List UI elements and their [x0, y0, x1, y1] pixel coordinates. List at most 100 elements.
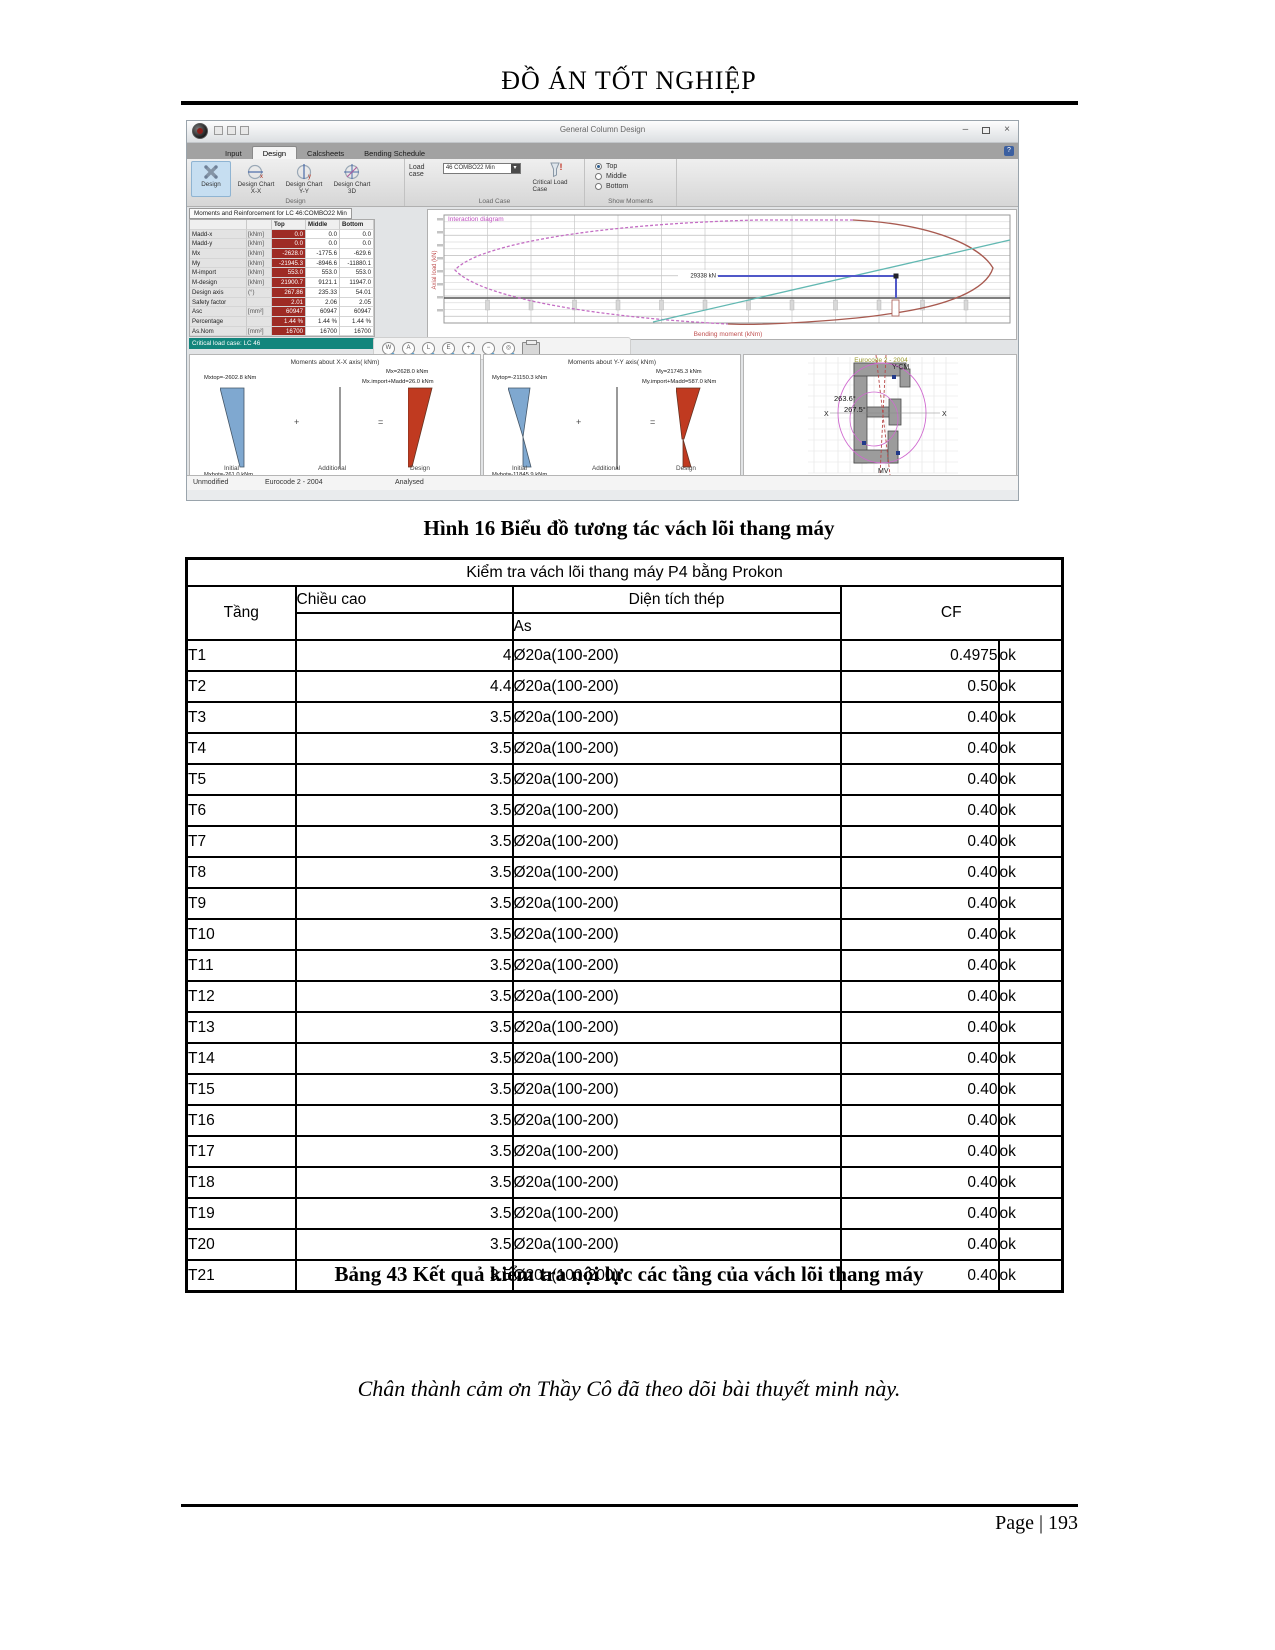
height-cell: 3.5: [294, 1259, 514, 1293]
status-cell: ok: [997, 1228, 1064, 1261]
result-middle-value: 9121.1: [306, 278, 340, 288]
ribbon-group-show-moments: Top Middle Bottom Show Moments: [585, 159, 677, 206]
radio-icon[interactable]: [595, 182, 602, 190]
floor-cell: T10: [185, 918, 297, 951]
floor-cell: T13: [185, 1011, 297, 1044]
cf-cell: 0.40: [839, 825, 1000, 858]
show-moments-option-middle[interactable]: Middle: [595, 171, 672, 181]
status-cell: ok: [997, 732, 1064, 765]
status-cell: ok: [997, 639, 1064, 672]
table-caption: Bảng 43 Kết quả kiểm tra nội lực các tần…: [334, 1262, 924, 1286]
app-menu-orb[interactable]: [192, 123, 208, 139]
result-middle-value: 2.06: [306, 297, 340, 308]
results-tab-header[interactable]: Moments and Reinforcement for LC 46:COMB…: [189, 208, 352, 219]
steel-area-cell: Ø20a(100-200): [511, 918, 842, 951]
tab-design[interactable]: Design: [251, 146, 298, 159]
status-cell: ok: [997, 887, 1064, 920]
tab-bending-schedule[interactable]: Bending Schedule: [364, 149, 426, 158]
chart-3d-icon: [344, 164, 360, 180]
ribbon-group-load-case: Load case 46 COMBO22 Min ▾ ! Critical Lo…: [405, 159, 585, 206]
result-unit: [247, 316, 272, 327]
results-row: Safety factor 2.01 2.06 2.05: [190, 297, 374, 308]
tab-input[interactable]: Input: [225, 149, 242, 158]
qat-icon[interactable]: [214, 126, 223, 135]
table-row: T13 3.5 Ø20a(100-200) 0.40 ok: [185, 1011, 1064, 1044]
close-button[interactable]: ×: [1004, 124, 1010, 135]
result-middle-value: 235.33: [306, 287, 340, 298]
result-label: Asc: [190, 307, 247, 317]
critical-load-case-button[interactable]: ! Critical Load Case: [533, 161, 580, 193]
axis-right-label: X: [942, 411, 947, 418]
load-case-dropdown[interactable]: 46 COMBO22 Min ▾: [442, 163, 521, 174]
my-import-label: My.import+Madd=587.0 kNm: [642, 379, 717, 385]
load-case-group-label: Load Case: [478, 198, 511, 205]
app-content: Moments and Reinforcement for LC 46:COMB…: [187, 207, 1018, 490]
plus-operator: +: [294, 417, 300, 427]
table-row: T5 3.5 Ø20a(100-200) 0.40 ok: [185, 763, 1064, 796]
steel-area-cell: Ø20a(100-200): [511, 887, 842, 920]
result-top-value: -21945.3: [272, 258, 306, 269]
height-cell: 3.5: [294, 825, 514, 858]
design-chart-yy-button[interactable]: y Design Chart Y-Y: [281, 161, 327, 197]
status-cell: ok: [997, 856, 1064, 889]
additional-caption: Additional: [592, 465, 621, 472]
col-header-as: As: [511, 612, 842, 641]
table-row: T20 3.5 Ø20a(100-200) 0.40 ok: [185, 1228, 1064, 1261]
table-row: T16 3.5 Ø20a(100-200) 0.40 ok: [185, 1104, 1064, 1137]
steel-area-cell: Ø20a(100-200): [511, 763, 842, 796]
steel-area-cell: Ø20a(100-200): [511, 701, 842, 734]
interaction-curve-right: [727, 219, 994, 325]
minimize-button[interactable]: –: [962, 124, 969, 135]
cf-cell: 0.40: [839, 1135, 1000, 1168]
radio-icon[interactable]: [595, 162, 602, 170]
col-header-empty: [294, 612, 514, 641]
height-cell: 3.5: [294, 949, 514, 982]
table-row: T12 3.5 Ø20a(100-200) 0.40 ok: [185, 980, 1064, 1013]
result-label: As.Nom: [190, 326, 247, 337]
result-unit: [kNm]: [247, 229, 272, 240]
floor-cell: T9: [185, 887, 297, 920]
result-unit: [kNm]: [247, 278, 272, 288]
status-analysed: Analysed: [395, 479, 424, 486]
chevron-down-icon[interactable]: ▾: [510, 164, 520, 173]
myy-additional-diagram: [616, 387, 618, 469]
qat-icon[interactable]: [240, 126, 249, 135]
result-middle-value: 0.0: [306, 239, 340, 250]
radio-icon[interactable]: [595, 172, 602, 180]
restore-button[interactable]: [982, 126, 991, 134]
status-cell: ok: [997, 1166, 1064, 1199]
tab-calcsheets[interactable]: Calcsheets: [307, 149, 345, 158]
header-rule: [181, 101, 1078, 105]
status-cell: ok: [997, 763, 1064, 796]
status-cell: ok: [997, 701, 1064, 734]
design-button[interactable]: Design: [191, 161, 231, 197]
svg-text:!: !: [560, 162, 563, 172]
result-bottom-value: 54.01: [340, 287, 374, 298]
steel-area-cell: Ø20a(100-200): [511, 980, 842, 1013]
height-cell: 3.5: [294, 732, 514, 765]
show-moments-option-bottom[interactable]: Bottom: [595, 181, 672, 191]
steel-area-cell: Ø20a(100-200): [511, 1073, 842, 1106]
results-row: Mx [kNm] -2628.0 -1775.6 -629.6: [190, 249, 374, 259]
table-row: T10 3.5 Ø20a(100-200) 0.40 ok: [185, 918, 1064, 951]
design-caption: Design: [676, 465, 696, 472]
help-icon[interactable]: ?: [1004, 146, 1014, 156]
result-top-value: 1.44 %: [272, 316, 306, 327]
chart-ylabel: Axial load (kN): [432, 250, 438, 289]
cf-cell: 0.4975: [839, 639, 1000, 672]
show-moments-option-top[interactable]: Top: [595, 161, 672, 171]
floor-cell: T19: [185, 1197, 297, 1230]
initial-caption: Initial: [512, 465, 527, 472]
result-top-value: 0.0: [272, 229, 306, 240]
cf-cell: 0.40: [839, 980, 1000, 1013]
mxtop-label: Mxtop=-2602.8 kNm: [204, 375, 257, 381]
design-chart-xx-button[interactable]: x Design Chart X-X: [233, 161, 279, 197]
mx-import-label: Mx.import+Madd=26.0 kNm: [362, 379, 434, 385]
steel-area-cell: Ø20a(100-200): [511, 949, 842, 982]
design-chart-3d-button[interactable]: Design Chart 3D: [329, 161, 375, 197]
result-middle-value: 553.0: [306, 268, 340, 279]
radio-label: Middle: [606, 172, 627, 180]
result-label: Design axis: [190, 287, 247, 298]
qat-icon[interactable]: [227, 126, 236, 135]
section-diagram: Eurocode 2 - 2004 Y-CM MV X X 263.6° 267…: [808, 354, 958, 476]
